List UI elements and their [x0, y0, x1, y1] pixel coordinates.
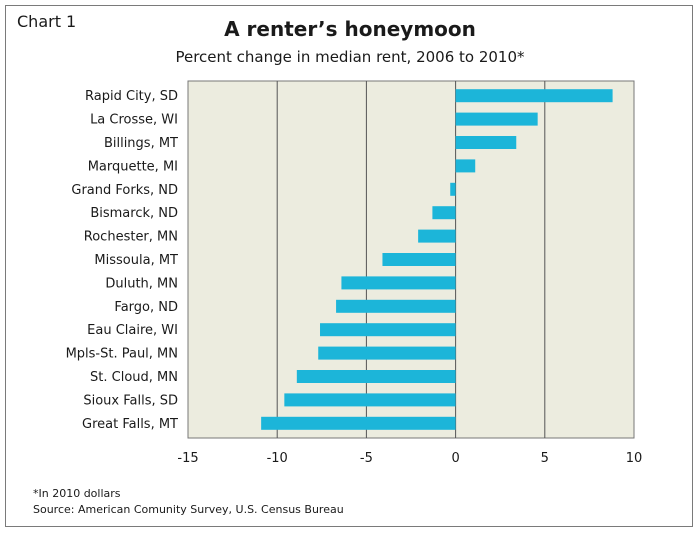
bar [432, 206, 456, 220]
chart-subtitle: Percent change in median rent, 2006 to 2… [175, 48, 525, 66]
category-label: St. Cloud, MN [90, 370, 178, 385]
x-tick-label: 5 [541, 451, 549, 466]
footnote: *In 2010 dollars [33, 487, 121, 500]
category-label: Billings, MT [104, 136, 178, 151]
bar [336, 299, 456, 313]
category-label: Great Falls, MT [82, 417, 178, 432]
category-label: Sioux Falls, SD [83, 393, 178, 408]
category-label: Rochester, MN [84, 230, 178, 245]
category-label: Grand Forks, ND [71, 183, 178, 198]
x-tick-label: 0 [451, 451, 459, 466]
category-label: Mpls-St. Paul, MN [66, 347, 178, 362]
x-tick-label: -15 [177, 451, 198, 466]
x-tick-label: -10 [267, 451, 288, 466]
bar [455, 89, 613, 103]
chart-title: A renter’s honeymoon [224, 17, 476, 41]
category-label: Bismarck, ND [90, 206, 178, 221]
category-label: Missoula, MT [94, 253, 178, 268]
bar [450, 182, 456, 196]
category-label: Fargo, ND [114, 300, 178, 315]
bar [418, 229, 456, 243]
bar [320, 323, 456, 337]
x-tick-label: 10 [626, 451, 643, 466]
bar [455, 136, 517, 149]
bar [382, 253, 456, 266]
bar [455, 159, 476, 173]
category-label: Duluth, MN [105, 276, 178, 291]
bar [296, 370, 456, 383]
x-tick-label: -5 [360, 451, 373, 466]
source-note: Source: American Comunity Survey, U.S. C… [33, 503, 344, 516]
chart-number-label: Chart 1 [17, 12, 77, 31]
category-label: La Crosse, WI [90, 113, 178, 128]
bar [318, 346, 456, 360]
bar [284, 393, 456, 407]
bar [341, 276, 456, 290]
bar [261, 416, 456, 430]
category-label: Rapid City, SD [85, 89, 178, 104]
category-label: Eau Claire, WI [87, 323, 178, 338]
bar [455, 112, 538, 126]
category-label: Marquette, MI [88, 159, 178, 174]
